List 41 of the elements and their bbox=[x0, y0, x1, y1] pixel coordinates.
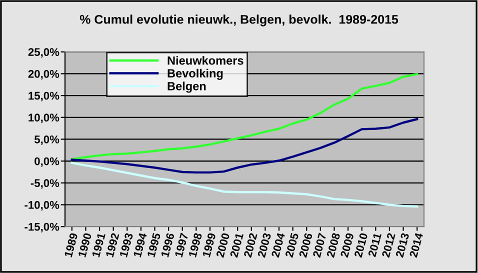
y-tick-label: -10,0% bbox=[24, 201, 60, 210]
x-tick-label: 1996 bbox=[160, 232, 175, 258]
x-tick-label: 2010 bbox=[354, 232, 368, 258]
x-tick-label: 1989 bbox=[64, 232, 78, 258]
x-tick-label: 2000 bbox=[216, 232, 230, 258]
y-tick-label: -5,0% bbox=[30, 179, 60, 189]
line-series bbox=[70, 162, 418, 208]
x-tick-label: 1990 bbox=[78, 232, 92, 258]
x-tick-label: 2014 bbox=[409, 232, 424, 258]
y-tick-label: 20,0% bbox=[28, 70, 60, 80]
x-tick-label: 1995 bbox=[147, 232, 161, 258]
x-tick-label: 2003 bbox=[257, 232, 272, 258]
x-tick-label: 2009 bbox=[340, 232, 354, 258]
chart-title: % Cumul evolutie nieuwk., Belgen, bevolk. 1989-2015 bbox=[80, 14, 398, 26]
y-tick-label: 15,0% bbox=[28, 92, 60, 102]
x-tick-label: 2006 bbox=[298, 232, 313, 258]
x-tick-label: 2001 bbox=[230, 232, 244, 258]
x-tick-label: 2002 bbox=[244, 232, 258, 258]
x-tick-label: 1999 bbox=[202, 232, 216, 258]
x-tick-label: 2011 bbox=[368, 232, 382, 258]
x-tick-label: 2004 bbox=[271, 232, 286, 258]
x-tick-label: 1993 bbox=[119, 232, 134, 258]
legend-label: Bevolking bbox=[168, 68, 223, 80]
x-tick-label: 1997 bbox=[174, 232, 188, 258]
y-tick-label: 25,0% bbox=[28, 48, 60, 58]
y-tick-label: -15,0% bbox=[24, 222, 60, 232]
y-tick-label: 0,0% bbox=[34, 157, 60, 167]
legend-label: Nieuwkomers bbox=[168, 56, 244, 65]
legend-label: Belgen bbox=[168, 82, 206, 93]
x-tick-label: 2007 bbox=[312, 232, 326, 258]
x-tick-label: 1992 bbox=[106, 232, 120, 258]
x-tick-label: 2013 bbox=[395, 232, 410, 258]
line-series bbox=[70, 118, 418, 174]
x-tick-label: 2012 bbox=[382, 232, 396, 258]
x-tick-label: 2008 bbox=[326, 232, 340, 258]
x-tick-label: 1998 bbox=[188, 232, 202, 258]
x-tick-label: 1994 bbox=[133, 232, 148, 258]
x-tick-label: 2005 bbox=[285, 232, 299, 258]
y-tick-label: 10,0% bbox=[28, 114, 60, 124]
y-tick-label: 5,0% bbox=[34, 135, 60, 145]
x-tick-label: 1991 bbox=[92, 232, 106, 258]
